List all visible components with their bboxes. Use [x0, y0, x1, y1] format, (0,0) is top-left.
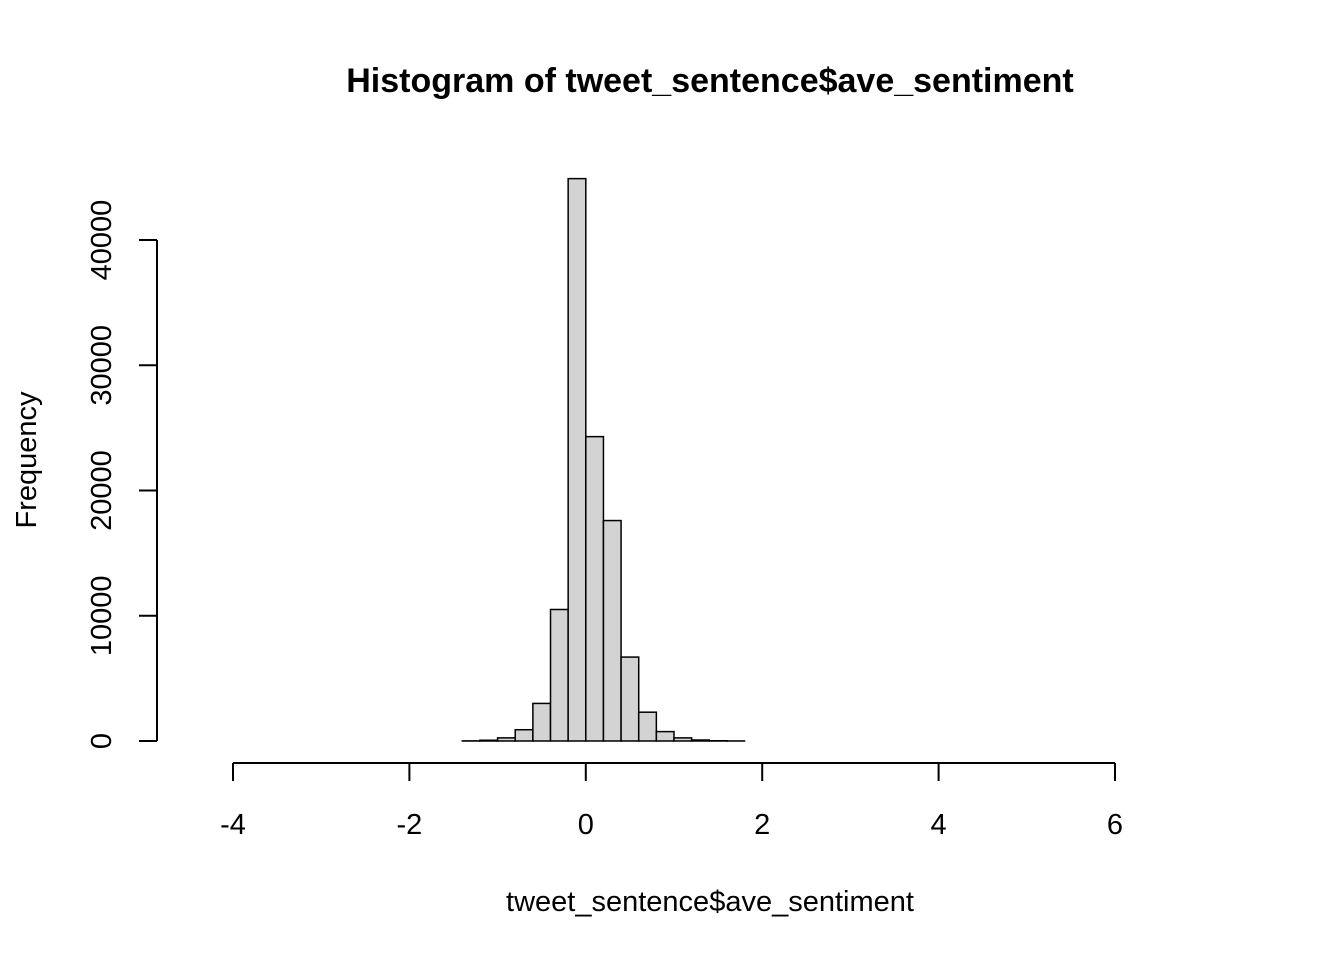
histogram-bar — [673, 737, 693, 742]
x-axis-ticks: -4 -2 0 2 4 6 — [220, 763, 1123, 841]
y-tick-label: 0 — [86, 733, 118, 749]
histogram-bar — [532, 702, 552, 742]
histogram-bar — [514, 728, 534, 742]
histogram-bar — [549, 608, 569, 742]
y-tick-label: 10000 — [86, 575, 118, 656]
histogram-bar — [496, 737, 516, 742]
histogram-bar — [620, 656, 640, 742]
y-tick-label: 20000 — [86, 450, 118, 531]
x-tick-label: -2 — [397, 809, 423, 841]
y-tick-label: 40000 — [86, 200, 118, 281]
histogram-bar — [602, 519, 622, 742]
histogram-bar — [479, 739, 499, 742]
y-axis-label: Frequency — [11, 391, 43, 529]
histogram-bar — [567, 177, 587, 742]
histogram-bar — [585, 435, 605, 742]
x-tick-label: 6 — [1107, 809, 1123, 841]
y-tick-label: 30000 — [86, 325, 118, 406]
x-axis-label: tweet_sentence$ave_sentiment — [506, 886, 914, 918]
x-tick-label: -4 — [220, 809, 246, 841]
x-tick-label: 0 — [578, 809, 594, 841]
chart-title: Histogram of tweet_sentence$ave_sentimen… — [346, 62, 1073, 100]
histogram-bar — [655, 730, 675, 742]
histogram-bar — [690, 739, 711, 742]
bars-group — [461, 177, 746, 742]
y-axis-ticks: 0 10000 20000 30000 40000 — [86, 200, 157, 749]
x-tick-label: 4 — [931, 809, 947, 841]
x-tick-label: 2 — [754, 809, 770, 841]
histogram-bar — [637, 711, 658, 742]
